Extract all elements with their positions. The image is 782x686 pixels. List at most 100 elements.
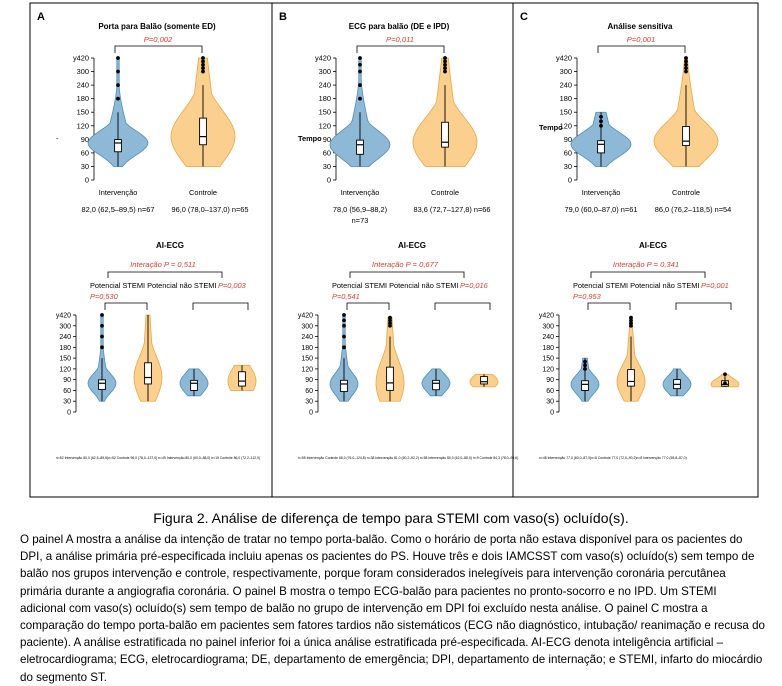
violin-intervencao-0 <box>329 56 391 167</box>
p-value-stemi: P=0,541 <box>332 292 360 301</box>
violin-controle-1 <box>133 314 163 402</box>
y-tick-label: y420 <box>315 54 331 63</box>
p-value-main: P=0,011 <box>386 35 414 44</box>
violin-iqr-box <box>581 380 589 391</box>
group-label-intervencao: Intervenção <box>99 188 138 197</box>
y-tick-label: y420 <box>56 313 71 320</box>
outlier-point <box>684 69 688 74</box>
outlier-point <box>629 321 633 325</box>
y-tick-label: 60 <box>323 148 331 157</box>
violin-iqr-box <box>114 139 122 153</box>
y-tick-label: 60 <box>305 388 313 395</box>
non-stemi-bracket <box>192 302 249 310</box>
y-tick-label: 180 <box>542 345 554 352</box>
y-tick-label: 120 <box>542 366 554 373</box>
outlier-point <box>116 96 120 101</box>
y-tick-label: 0 <box>67 410 71 417</box>
y-tick-label: 0 <box>568 176 572 185</box>
outlier-point <box>443 66 447 71</box>
y-tick-label: 120 <box>59 366 71 373</box>
y-tick-label: 90 <box>63 377 71 384</box>
outlier-point <box>388 321 392 325</box>
violin-iqr-box <box>190 379 198 391</box>
y-tick-label: 240 <box>560 81 572 90</box>
panel-letter: A <box>37 11 45 23</box>
violin-intervencao-2 <box>179 368 209 397</box>
violin-intervencao-0 <box>87 313 117 402</box>
outlier-point <box>599 114 603 119</box>
y-tick-label: 30 <box>323 162 331 171</box>
p-value-stemi: P=0,953 <box>573 292 602 301</box>
outlier-point <box>358 69 362 74</box>
y-tick-label: y420 <box>539 313 554 320</box>
y-tick-label: 0 <box>327 176 331 185</box>
y-tick-label: 30 <box>546 399 554 406</box>
p-value-stemi: P=0,530 <box>90 292 119 301</box>
y-tick-label: 240 <box>77 81 89 90</box>
y-tick-label: 0 <box>309 410 313 417</box>
y-tick-label: 90 <box>546 377 554 384</box>
outlier-point <box>342 313 346 317</box>
panel-footnote: n=52 Intervenção 80,0 (62,5–89,5)n=52 Co… <box>56 456 260 460</box>
y-tick-label: 240 <box>301 334 313 341</box>
summary-extra: n=73 <box>352 216 369 225</box>
ai-ecg-title: AI-ECG <box>639 241 667 250</box>
panel-title: Porta para Balão (somente ED) <box>98 22 216 31</box>
figure-frame <box>29 2 759 498</box>
figure-caption-title: Figura 2. Análise de diferença de tempo … <box>153 510 629 526</box>
violin-iqr-box <box>480 376 488 385</box>
y-tick-label: 120 <box>560 121 572 130</box>
interaction-p-value: Interação P = 0,677 <box>372 260 439 269</box>
violin-controle-3 <box>710 372 740 388</box>
y-tick-label: 180 <box>77 94 89 103</box>
y-tick-label: 180 <box>560 94 572 103</box>
y-tick-label: 240 <box>59 334 71 341</box>
y-tick-label: 0 <box>85 176 89 185</box>
violin-intervencao-2 <box>421 368 451 397</box>
violin-iqr-box <box>144 362 152 385</box>
interaction-p-value: Interação P = 0,341 <box>613 260 679 269</box>
p-value-non-stemi: P=0,001 <box>701 281 729 290</box>
outlier-point <box>443 69 447 74</box>
violin-controle-1 <box>375 315 405 402</box>
outlier-point <box>629 323 633 328</box>
outlier-point <box>629 315 633 320</box>
y-tick-label: 300 <box>319 67 331 76</box>
y-tick-label: 90 <box>305 377 313 384</box>
interaction-bracket <box>590 271 706 278</box>
outlier-point <box>201 59 205 64</box>
violin-iqr-box <box>98 379 106 390</box>
y-tick-label: 240 <box>319 81 331 90</box>
y-tick-label: 240 <box>542 334 554 341</box>
y-axis-label: Tempo <box>298 134 322 143</box>
outlier-point <box>201 62 205 67</box>
outlier-point <box>723 381 727 386</box>
outlier-point <box>388 318 392 323</box>
outlier-point <box>201 69 205 74</box>
y-tick-label: 120 <box>301 366 313 373</box>
summary-controle: 96,0 (78,0–137,0) n=65 <box>171 205 248 214</box>
non-stemi-bracket <box>434 302 491 310</box>
group-label-intervencao: Intervenção <box>582 188 621 197</box>
figure-2: A Porta para Balão (somente ED) P=0,002 y42… <box>29 2 759 498</box>
y-tick-label: 150 <box>560 108 572 117</box>
outlier-point <box>116 69 120 74</box>
y-tick-label: 300 <box>560 67 572 76</box>
y-tick-label: 150 <box>59 356 71 363</box>
outlier-point <box>116 56 120 60</box>
violin-iqr-box <box>238 371 246 387</box>
violin-intervencao-0 <box>329 313 359 402</box>
outlier-point <box>358 96 362 101</box>
violin-iqr-box <box>682 126 690 147</box>
group-label-intervencao: Intervenção <box>341 188 380 197</box>
y-tick-label: 150 <box>77 108 89 117</box>
y-tick-label: 30 <box>81 162 89 171</box>
violin-iqr-box <box>340 379 348 393</box>
y-tick-label: 30 <box>305 399 313 406</box>
y-axis-label: - <box>56 134 59 143</box>
non-stemi-bracket <box>675 302 732 310</box>
outlier-point <box>443 62 447 67</box>
comparison-bracket <box>114 45 203 53</box>
summary-intervencao: 82,0 (62,5–89,5) n=67 <box>82 205 155 214</box>
